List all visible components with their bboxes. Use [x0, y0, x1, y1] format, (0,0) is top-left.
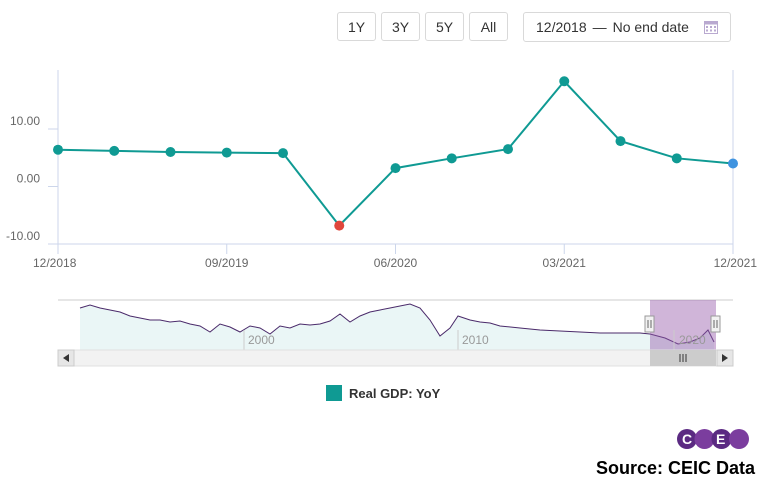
- data-point[interactable]: [165, 147, 176, 157]
- legend-item-real-gdp-yoy[interactable]: Real GDP: YoY: [326, 385, 440, 401]
- x-tick-label: 12/2021: [714, 256, 758, 270]
- series-line-real-gdp-yoy: [57, 79, 734, 228]
- data-point[interactable]: [278, 148, 288, 159]
- legend-label: Real GDP: YoY: [349, 385, 441, 401]
- range-all-button[interactable]: All: [469, 12, 508, 41]
- legend-swatch: [326, 385, 342, 401]
- data-point[interactable]: [334, 220, 345, 231]
- navigator-series-line: [79, 303, 715, 345]
- navigator-right-handle[interactable]: [710, 315, 721, 333]
- data-point[interactable]: [615, 136, 626, 147]
- svg-text:C E I C: C E I C: [682, 431, 750, 447]
- data-point[interactable]: [503, 144, 513, 155]
- y-tick-label: -10.00: [6, 229, 40, 243]
- data-point[interactable]: [671, 153, 682, 164]
- navigator-scrollbar-track[interactable]: [57, 349, 734, 367]
- range-5y-button[interactable]: 5Y: [425, 12, 464, 41]
- navigator-year-label: 2000: [248, 333, 275, 347]
- arrow-left-icon: [63, 354, 69, 362]
- range-navigator[interactable]: 2000 2010 2020: [0, 290, 761, 380]
- date-range-end: No end date: [612, 19, 689, 35]
- date-range-separator: —: [592, 19, 607, 35]
- date-range-start: 12/2018: [536, 19, 587, 35]
- x-tick-label: 03/2021: [543, 256, 587, 270]
- x-tick-label: 09/2019: [205, 256, 249, 270]
- navigator-year-label: 2010: [462, 333, 489, 347]
- data-point[interactable]: [221, 147, 232, 158]
- x-tick-label: 12/2018: [33, 256, 77, 270]
- data-point[interactable]: [728, 158, 738, 169]
- range-1y-button[interactable]: 1Y: [337, 12, 376, 41]
- scrollbar-grip-icon: [679, 354, 687, 362]
- range-3y-button[interactable]: 3Y: [381, 12, 420, 41]
- data-point[interactable]: [53, 144, 63, 155]
- x-tick-label: 06/2020: [374, 256, 418, 270]
- calendar-icon: [704, 21, 718, 34]
- arrow-right-icon: [722, 354, 728, 362]
- navigator-year-label: 2020: [679, 333, 706, 347]
- date-range-picker[interactable]: 12/2018 — No end date: [523, 12, 731, 42]
- data-point[interactable]: [446, 153, 457, 164]
- navigator-left-handle[interactable]: [644, 315, 655, 333]
- y-tick-label: 0.00: [17, 172, 41, 186]
- source-text: Source: CEIC Data: [595, 458, 755, 478]
- data-point[interactable]: [109, 145, 120, 156]
- line-chart: 10.00 0.00 -10.00 12/2018 09/2019 06/2020 03/…: [6, 70, 758, 270]
- y-tick-label: 10.00: [10, 114, 40, 128]
- navigator-selection[interactable]: [650, 300, 716, 350]
- ceic-logo: C E I C: [677, 429, 750, 449]
- navigator-area: [80, 304, 714, 350]
- data-point[interactable]: [390, 163, 401, 174]
- data-point[interactable]: [559, 76, 570, 87]
